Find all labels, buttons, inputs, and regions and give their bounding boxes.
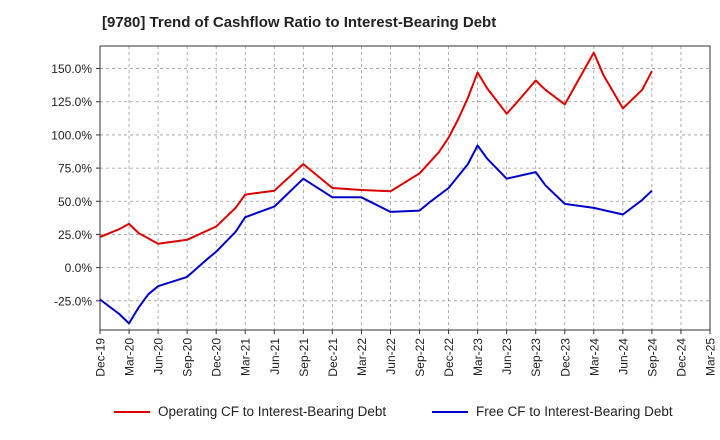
y-tick-label: 100.0% [51, 128, 92, 142]
y-tick-label: 125.0% [51, 95, 92, 109]
x-tick-label: Jun-20 [152, 338, 166, 375]
x-tick-label: Jun-23 [500, 338, 514, 375]
chart-title: [9780] Trend of Cashflow Ratio to Intere… [102, 14, 497, 31]
legend-swatch-blue [432, 410, 468, 413]
y-tick-label: -25.0% [54, 294, 92, 308]
x-tick-label: Mar-25 [704, 338, 718, 376]
series-lines [99, 51, 653, 325]
series-line-operating-cf [99, 51, 653, 245]
x-tick-label: Mar-20 [123, 338, 137, 376]
axes [96, 45, 711, 334]
legend-swatch-red [114, 410, 150, 413]
x-tick-label: Dec-24 [674, 338, 688, 377]
plot-frame [99, 45, 711, 331]
legend-item-operating-cf: Operating CF to Interest-Bearing Debt [114, 404, 386, 419]
tick-labels: -25.0% 0.0% 25.0% 50.0% 75.0% 100.0% 125.0% 150… [51, 62, 717, 377]
x-tick-label: Mar-23 [471, 338, 485, 376]
legend: Operating CF to Interest-Bearing Debt Fr… [0, 404, 720, 426]
y-tick-label: 150.0% [51, 62, 92, 76]
grid-lines [99, 46, 711, 330]
x-tick-label: Dec-23 [558, 338, 572, 377]
x-tick-label: Dec-22 [442, 338, 456, 377]
x-tick-label: Dec-20 [210, 338, 224, 377]
series-line-free-cf [99, 144, 653, 325]
y-tick-label: 0.0% [65, 261, 93, 275]
legend-label-free-cf: Free CF to Interest-Bearing Debt [476, 404, 673, 419]
y-tick-label: 50.0% [58, 195, 92, 209]
x-tick-label: Mar-24 [587, 338, 601, 376]
x-tick-label: Sep-22 [413, 338, 427, 377]
x-tick-label: Jun-21 [268, 338, 282, 375]
x-tick-label: Sep-20 [181, 338, 195, 377]
legend-item-free-cf: Free CF to Interest-Bearing Debt [432, 404, 673, 419]
x-tick-label: Mar-21 [239, 338, 253, 376]
x-tick-label: Dec-21 [326, 338, 340, 377]
y-tick-label: 25.0% [58, 228, 92, 242]
x-tick-label: Jun-24 [616, 338, 630, 375]
x-tick-label: Mar-22 [355, 338, 369, 376]
x-tick-label: Dec-19 [94, 338, 108, 377]
x-tick-label: Sep-24 [645, 338, 659, 377]
legend-label-operating-cf: Operating CF to Interest-Bearing Debt [158, 404, 387, 419]
x-tick-label: Sep-21 [297, 338, 311, 377]
x-tick-label: Jun-22 [384, 338, 398, 375]
x-tick-label: Sep-23 [529, 338, 543, 377]
y-tick-label: 75.0% [58, 162, 92, 176]
